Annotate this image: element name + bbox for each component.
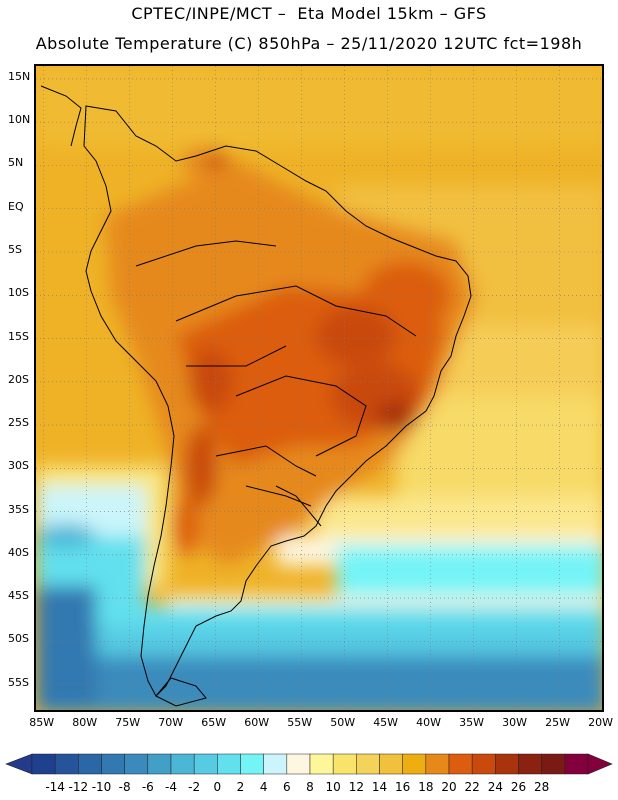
colorbar-tick-label: -6	[141, 780, 154, 794]
colorbar-swatch	[54, 753, 79, 775]
lon-tick-label: 40W	[416, 716, 442, 729]
lon-tick-label: 50W	[330, 716, 356, 729]
colorbar-swatch	[147, 753, 172, 775]
lat-tick-label: 55S	[8, 675, 29, 689]
colorbar-tick-label: 26	[510, 780, 527, 794]
lat-tick-label: 50S	[8, 632, 29, 646]
lat-tick-label: EQ	[8, 199, 24, 213]
colorbar-tick-label: 0	[213, 780, 222, 794]
colorbar-max-arrow	[587, 753, 613, 775]
lat-lon-grid	[36, 66, 602, 710]
colorbar-swatch	[263, 753, 288, 775]
colorbar-tick-label: -4	[165, 780, 177, 794]
lat-tick-label: 10S	[8, 286, 29, 300]
colorbar-swatch	[101, 753, 125, 775]
colorbar-tick-label: 18	[418, 780, 434, 794]
colorbar-swatch	[170, 753, 195, 775]
colorbar-swatch	[193, 753, 218, 775]
colorbar-tick-label: 24	[487, 780, 503, 794]
colorbar-tick-label: 22	[464, 780, 480, 794]
lat-tick-label: 5S	[8, 243, 22, 256]
lon-tick-label: 85W	[29, 716, 55, 729]
colorbar-tick-label: 4	[259, 780, 268, 794]
colorbar-swatch	[31, 753, 56, 775]
chart-title: CPTEC/INPE/MCT – Eta Model 15km – GFS	[131, 4, 487, 23]
colorbar-tick-label: 28	[534, 780, 550, 794]
colorbar-tick-label: 20	[441, 780, 457, 794]
colorbar-tick-label: 14	[371, 780, 388, 794]
colorbar-swatch	[356, 753, 380, 775]
lat-tick-label: 15S	[8, 329, 29, 343]
colorbar-tick-label: 10	[325, 780, 341, 794]
lat-tick-label: 25S	[8, 416, 29, 430]
lat-tick-label: 30S	[8, 459, 29, 473]
colorbar-swatch	[286, 753, 311, 775]
lon-tick-label: 20W	[588, 716, 613, 729]
colorbar-swatch	[124, 753, 149, 775]
colorbar-swatch	[78, 753, 102, 775]
colorbar-tick-label: 16	[395, 780, 411, 794]
lat-tick-label: 5N	[8, 156, 24, 170]
colorbar-tick-label: 8	[306, 780, 314, 794]
temperature-map[interactable]	[34, 64, 604, 712]
chart-subtitle: Absolute Temperature (C) 850hPa – 25/11/…	[35, 34, 583, 53]
colorbar-tick-label: 2	[236, 780, 245, 794]
colorbar-tick-label: -12	[68, 780, 89, 794]
map-canvas	[36, 66, 602, 710]
colorbar-tick-label: -14	[45, 780, 65, 794]
lat-tick-label: 20S	[8, 372, 29, 386]
colorbar-swatch	[309, 753, 334, 775]
lat-tick-label: 40S	[8, 545, 29, 559]
colorbar-swatch	[518, 753, 542, 775]
colorbar-swatch	[240, 753, 264, 775]
coastlines	[40, 85, 472, 707]
lat-tick-label: 35S	[8, 502, 29, 516]
colorbar-swatch	[379, 753, 403, 775]
lon-tick-label: 65W	[201, 716, 227, 729]
colorbar-tick-label: -10	[91, 780, 112, 794]
lon-tick-label: 70W	[158, 716, 184, 729]
colorbar-swatch	[495, 753, 519, 775]
colorbar-swatch	[541, 753, 566, 775]
colorbar-tick-label: -8	[118, 780, 131, 794]
colorbar-swatch	[564, 753, 589, 775]
lat-tick-label: 15N	[8, 69, 31, 83]
lat-tick-label: 45S	[8, 589, 29, 603]
lon-tick-label: 60W	[244, 716, 270, 729]
lon-tick-label: 35W	[459, 716, 485, 729]
colorbar-swatch	[402, 753, 427, 775]
colorbar-swatch	[332, 753, 357, 775]
lon-tick-label: 80W	[72, 716, 98, 729]
lon-tick-label: 25W	[545, 716, 570, 729]
colorbar-tick-label: -2	[188, 780, 201, 794]
colorbar-swatch	[217, 753, 241, 775]
lat-tick-label: 10N	[8, 113, 31, 127]
colorbar	[5, 753, 613, 775]
colorbar-swatch	[448, 753, 473, 775]
lon-tick-label: 55W	[287, 716, 313, 729]
lon-tick-label: 30W	[502, 716, 528, 729]
colorbar-tick-label: 12	[348, 780, 364, 794]
lon-tick-label: 75W	[115, 716, 141, 729]
lon-tick-label: 45W	[373, 716, 399, 729]
colorbar-tick-label: 6	[283, 780, 291, 794]
colorbar-swatch	[471, 753, 496, 775]
colorbar-swatch	[425, 753, 450, 775]
colorbar-min-arrow	[5, 753, 33, 775]
